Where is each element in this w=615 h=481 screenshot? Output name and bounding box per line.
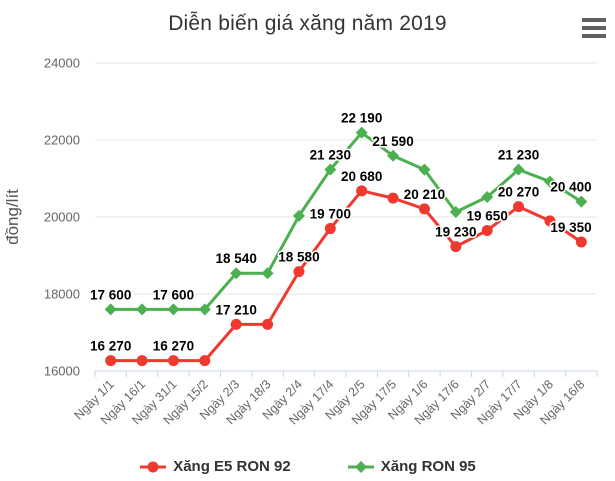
legend-marker-circle xyxy=(140,461,167,472)
data-point-diamond xyxy=(575,195,588,208)
data-point-circle xyxy=(356,185,368,197)
data-label: 18 580 xyxy=(278,250,319,265)
data-label: 17 600 xyxy=(90,287,131,302)
data-point-diamond xyxy=(324,163,337,176)
legend-item-ron95[interactable]: Xăng RON 95 xyxy=(347,458,476,475)
data-label: 20 270 xyxy=(498,185,539,200)
y-axis-tick-label: 18000 xyxy=(44,287,80,302)
data-point-circle xyxy=(105,355,117,367)
data-label: 19 650 xyxy=(467,208,508,223)
data-point-diamond xyxy=(355,126,368,139)
data-point-circle xyxy=(262,318,274,330)
data-point-circle xyxy=(575,236,587,248)
data-label: 16 270 xyxy=(153,339,194,354)
data-label: 18 540 xyxy=(216,251,257,266)
series-ron95 xyxy=(104,126,588,316)
chart-menu-button[interactable] xyxy=(581,16,607,40)
data-point-diamond xyxy=(136,303,149,316)
data-point-circle xyxy=(324,223,336,235)
data-point-diamond xyxy=(449,205,462,218)
data-label: 21 230 xyxy=(498,148,539,163)
data-point-diamond xyxy=(418,163,431,176)
legend-label: Xăng E5 RON 92 xyxy=(173,458,291,475)
data-point-diamond xyxy=(261,267,274,280)
y-axis-tick-label: 16000 xyxy=(44,364,80,379)
y-axis-tick-label: 20000 xyxy=(44,210,80,225)
data-point-diamond xyxy=(230,267,243,280)
data-point-circle xyxy=(481,224,493,236)
data-point-diamond xyxy=(481,190,494,203)
data-point-circle xyxy=(167,355,179,367)
data-label: 21 230 xyxy=(310,148,351,163)
data-point-diamond xyxy=(512,163,525,176)
data-point-circle xyxy=(513,201,525,213)
data-point-circle xyxy=(544,215,556,227)
data-point-circle xyxy=(418,203,430,215)
chart-legend: Xăng E5 RON 92 Xăng RON 95 xyxy=(0,458,615,475)
data-labels: 16 270 16 270 17 210 18 580 19 700 20 680 20 2… xyxy=(89,109,594,355)
data-label: 19 350 xyxy=(550,220,591,235)
data-point-diamond xyxy=(292,209,305,222)
data-point-diamond xyxy=(104,303,117,316)
data-label: 20 400 xyxy=(550,180,591,195)
data-label: 17 210 xyxy=(216,302,257,317)
y-axis-title: đồng/lít xyxy=(3,189,22,245)
legend-item-e5-ron92[interactable]: Xăng E5 RON 92 xyxy=(139,458,291,475)
data-label: 19 700 xyxy=(310,207,351,222)
data-point-circle xyxy=(136,355,148,367)
data-label: 17 600 xyxy=(153,287,194,302)
series-line xyxy=(110,131,583,311)
y-axis-tick-label: 22000 xyxy=(44,133,80,148)
y-axis-labels: 16000 18000 20000 22000 24000 xyxy=(44,56,80,379)
data-point-diamond xyxy=(167,303,180,316)
data-point-circle xyxy=(450,241,462,253)
y-axis-tick-label: 24000 xyxy=(44,56,80,71)
data-point-circle xyxy=(293,266,305,278)
series-line xyxy=(110,189,583,363)
data-label: 20 680 xyxy=(341,169,382,184)
data-point-diamond xyxy=(387,149,400,162)
legend-label: Xăng RON 95 xyxy=(380,458,476,475)
data-point-diamond xyxy=(198,303,211,316)
legend-marker-diamond xyxy=(347,460,374,473)
data-label: 20 210 xyxy=(404,187,445,202)
data-label: 21 590 xyxy=(372,134,413,149)
data-point-circle xyxy=(199,355,211,367)
data-label: 22 190 xyxy=(341,111,382,126)
x-axis xyxy=(94,370,598,377)
data-label: 19 230 xyxy=(435,225,476,240)
chart-title: Diễn biến giá xăng năm 2019 xyxy=(168,12,447,35)
data-point-circle xyxy=(387,192,399,204)
data-point-diamond xyxy=(543,175,556,188)
data-label: 16 270 xyxy=(90,339,131,354)
series-e5-ron92 xyxy=(105,185,587,367)
data-point-circle xyxy=(230,318,242,330)
